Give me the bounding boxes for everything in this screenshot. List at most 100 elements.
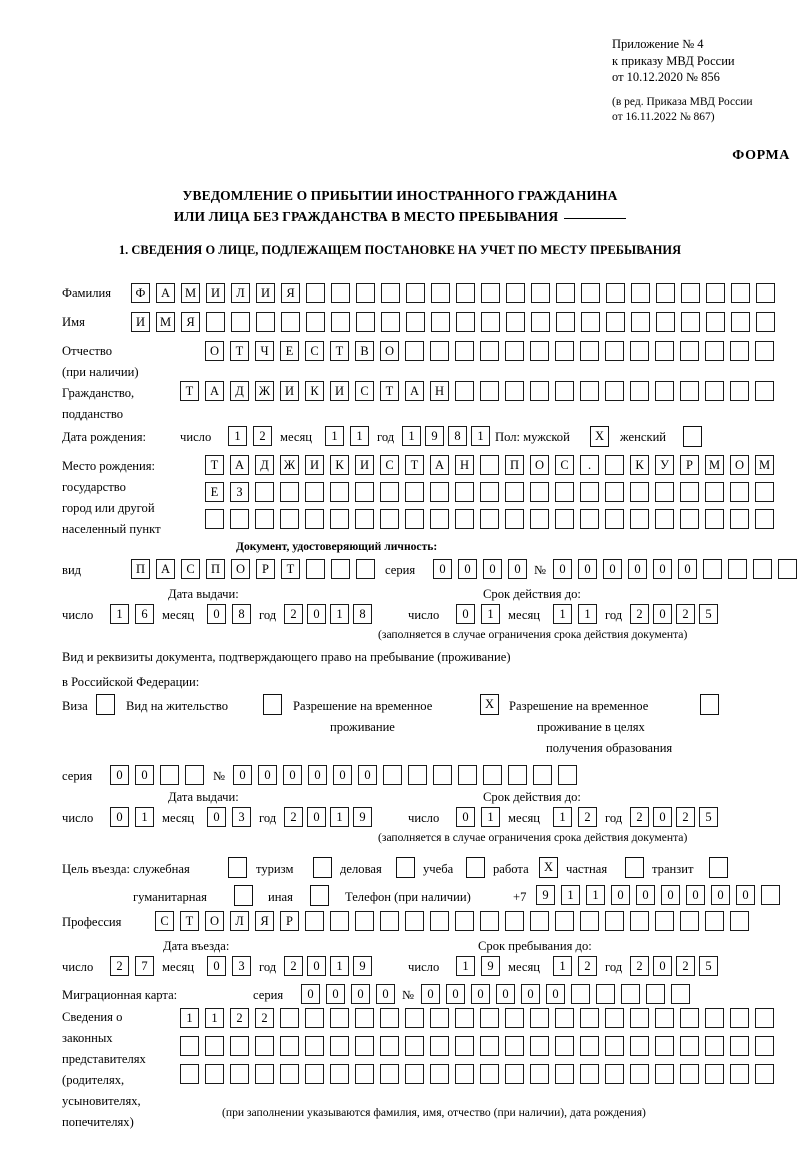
character-cell[interactable] (705, 1008, 724, 1028)
character-cell[interactable]: 2 (630, 604, 649, 624)
character-cell[interactable] (630, 911, 649, 931)
character-cell[interactable] (481, 283, 500, 303)
character-cell[interactable]: С (181, 559, 200, 579)
character-cell[interactable]: 1 (330, 956, 349, 976)
character-cell[interactable] (705, 1036, 724, 1056)
character-cell[interactable]: Я (281, 283, 300, 303)
character-cell[interactable] (355, 482, 374, 502)
character-cell[interactable] (730, 381, 749, 401)
character-cell[interactable] (480, 1008, 499, 1028)
character-cell[interactable] (605, 341, 624, 361)
character-cell[interactable] (180, 1036, 199, 1056)
character-cell[interactable]: 0 (207, 604, 226, 624)
character-cell[interactable] (480, 381, 499, 401)
character-cell[interactable] (555, 911, 574, 931)
character-cell[interactable] (555, 1036, 574, 1056)
character-cell[interactable] (556, 312, 575, 332)
character-cell[interactable] (331, 559, 350, 579)
character-cell[interactable] (405, 1036, 424, 1056)
character-cell[interactable]: 5 (699, 604, 718, 624)
character-cell[interactable]: 0 (301, 984, 320, 1004)
character-cell[interactable] (530, 482, 549, 502)
character-cell[interactable]: 1 (350, 426, 369, 446)
character-cell[interactable] (330, 911, 349, 931)
character-cell[interactable]: Д (230, 381, 249, 401)
character-cell[interactable]: 0 (508, 559, 527, 579)
character-cell[interactable]: Л (230, 911, 249, 931)
character-cell[interactable] (705, 381, 724, 401)
character-cell[interactable]: 1 (481, 807, 500, 827)
character-cell[interactable]: Я (255, 911, 274, 931)
character-cell[interactable]: 0 (611, 885, 630, 905)
character-cell[interactable]: Н (430, 381, 449, 401)
character-cell[interactable]: 0 (233, 765, 252, 785)
character-cell[interactable]: 1 (586, 885, 605, 905)
character-cell[interactable]: 0 (258, 765, 277, 785)
character-cell[interactable] (455, 482, 474, 502)
character-cell[interactable]: П (505, 455, 524, 475)
character-cell[interactable]: 1 (110, 604, 129, 624)
character-cell[interactable]: 1 (325, 426, 344, 446)
character-cell[interactable] (455, 509, 474, 529)
character-cell[interactable]: И (355, 455, 374, 475)
character-cell[interactable]: 0 (653, 604, 672, 624)
character-cell[interactable]: Е (280, 341, 299, 361)
character-cell[interactable] (705, 509, 724, 529)
character-cell[interactable]: Т (205, 455, 224, 475)
character-cell[interactable] (655, 381, 674, 401)
character-cell[interactable] (530, 1064, 549, 1084)
character-cell[interactable]: 2 (253, 426, 272, 446)
purpose-other-checkbox[interactable] (310, 885, 329, 906)
character-cell[interactable]: А (156, 559, 175, 579)
character-cell[interactable]: Р (680, 455, 699, 475)
character-cell[interactable] (380, 509, 399, 529)
character-cell[interactable]: М (156, 312, 175, 332)
character-cell[interactable]: С (305, 341, 324, 361)
character-cell[interactable]: 0 (207, 956, 226, 976)
character-cell[interactable] (730, 1064, 749, 1084)
character-cell[interactable] (656, 312, 675, 332)
character-cell[interactable] (755, 1064, 774, 1084)
character-cell[interactable]: 0 (207, 807, 226, 827)
character-cell[interactable]: М (755, 455, 774, 475)
character-cell[interactable] (756, 283, 775, 303)
character-cell[interactable]: 8 (448, 426, 467, 446)
character-cell[interactable] (256, 312, 275, 332)
character-cell[interactable]: А (230, 455, 249, 475)
character-cell[interactable]: 2 (110, 956, 129, 976)
character-cell[interactable] (331, 283, 350, 303)
character-cell[interactable]: 2 (630, 956, 649, 976)
character-cell[interactable] (508, 765, 527, 785)
character-cell[interactable] (480, 482, 499, 502)
character-cell[interactable] (305, 482, 324, 502)
character-cell[interactable] (480, 1036, 499, 1056)
visa-checkbox[interactable] (96, 694, 115, 715)
character-cell[interactable]: 1 (553, 956, 572, 976)
character-cell[interactable] (555, 341, 574, 361)
character-cell[interactable] (753, 559, 772, 579)
character-cell[interactable]: 0 (446, 984, 465, 1004)
character-cell[interactable] (731, 283, 750, 303)
character-cell[interactable] (281, 312, 300, 332)
character-cell[interactable]: И (256, 283, 275, 303)
character-cell[interactable]: 2 (676, 604, 695, 624)
character-cell[interactable]: З (230, 482, 249, 502)
character-cell[interactable] (655, 482, 674, 502)
character-cell[interactable] (755, 509, 774, 529)
character-cell[interactable] (431, 283, 450, 303)
character-cell[interactable]: 9 (353, 956, 372, 976)
character-cell[interactable] (605, 381, 624, 401)
character-cell[interactable] (533, 765, 552, 785)
character-cell[interactable]: 0 (283, 765, 302, 785)
character-cell[interactable]: О (205, 911, 224, 931)
character-cell[interactable]: 6 (135, 604, 154, 624)
character-cell[interactable] (730, 1008, 749, 1028)
